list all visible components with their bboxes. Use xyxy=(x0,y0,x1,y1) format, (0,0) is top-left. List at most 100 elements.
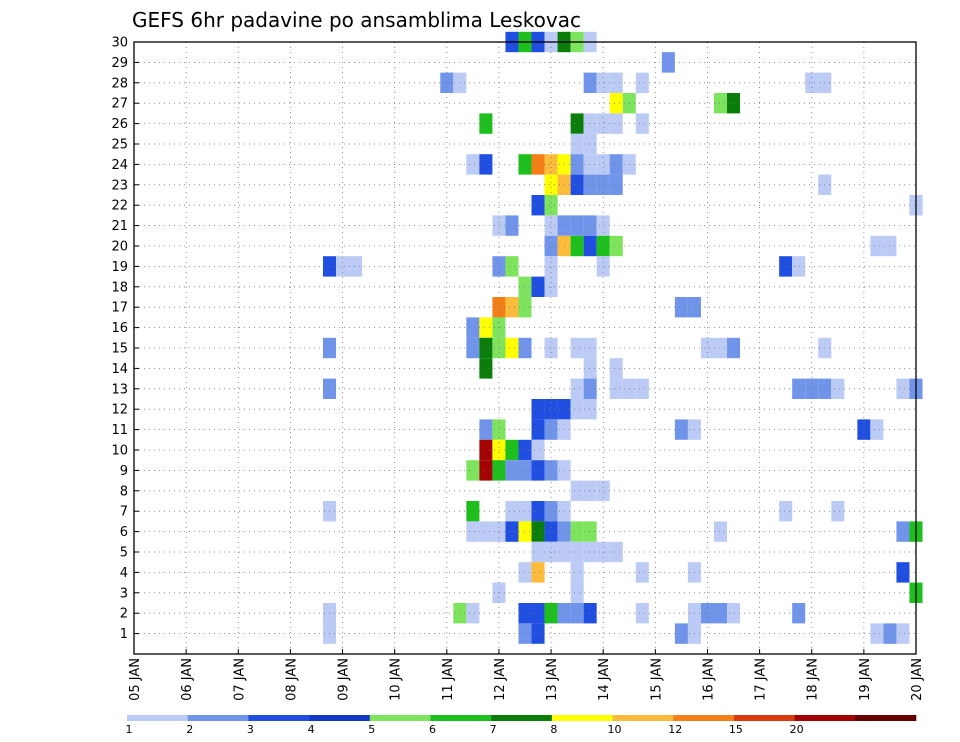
y-tick-label: 25 xyxy=(111,138,128,153)
precip-cell-m8-13-JAN-18Z xyxy=(583,480,597,501)
x-axis: 05 JAN 06 JAN 07 JAN 08 JAN 09 JAN 10 JAN 11 J… xyxy=(128,649,925,701)
precip-cell-m24-13-JAN-12Z xyxy=(570,154,584,175)
precip-cell-m17-15-JAN-12Z xyxy=(674,297,688,318)
precip-cell-m1-19-JAN-18Z xyxy=(896,623,910,644)
precip-cell-m23-13-JAN-00Z xyxy=(544,174,558,195)
precip-cell-m18-12-JAN-18Z xyxy=(531,276,545,297)
precip-cell-m13-18-JAN-00Z xyxy=(805,378,819,399)
precip-cell-m9-13-JAN-00Z xyxy=(544,460,558,481)
precip-cell-m15-16-JAN-12Z xyxy=(727,337,741,359)
precip-cell-m13-18-JAN-12Z xyxy=(831,378,845,399)
precip-cell-m12-12-JAN-18Z xyxy=(531,399,545,420)
precip-cell-m5-12-JAN-18Z xyxy=(531,541,545,563)
precip-cell-m5-13-JAN-18Z xyxy=(583,541,597,563)
precip-cell-m7-17-JAN-12Z xyxy=(779,501,793,522)
precip-cell-m10-12-JAN-00Z xyxy=(492,439,506,461)
colorbar-label: 10 xyxy=(608,723,622,736)
precip-cell-m22-13-JAN-00Z xyxy=(544,195,558,216)
precip-cell-m13-14-JAN-06Z xyxy=(609,378,623,399)
precip-cell-m9-12-JAN-00Z xyxy=(492,460,506,481)
precip-cell-m21-13-JAN-12Z xyxy=(570,215,584,236)
y-tick-label: 9 xyxy=(120,464,128,479)
precip-cell-m13-14-JAN-18Z xyxy=(635,378,649,399)
y-tick-label: 18 xyxy=(111,280,128,295)
x-tick-label: 17 JAN xyxy=(754,658,769,701)
precip-cell-m15-12-JAN-06Z xyxy=(505,337,519,359)
precip-cell-m11-13-JAN-00Z xyxy=(544,419,558,440)
precip-cell-m24-12-JAN-18Z xyxy=(531,154,545,175)
precip-cell-m26-14-JAN-00Z xyxy=(596,113,610,134)
x-tick-label: 08 JAN xyxy=(284,658,299,701)
precip-cell-m15-13-JAN-18Z xyxy=(583,337,597,359)
y-tick-label: 21 xyxy=(111,219,128,234)
precip-cell-m4-12-JAN-18Z xyxy=(531,562,545,583)
precip-cell-m2-11-JAN-12Z xyxy=(466,603,480,624)
precip-cell-m27-16-JAN-12Z xyxy=(727,93,741,114)
y-tick-label: 1 xyxy=(120,627,128,642)
x-tick-label: 05 JAN xyxy=(128,658,143,701)
precip-cell-m20-13-JAN-18Z xyxy=(583,235,597,257)
precip-cell-m28-14-JAN-06Z xyxy=(609,72,623,93)
precip-cell-m13-19-JAN-18Z xyxy=(896,378,910,399)
precip-cell-m6-13-JAN-00Z xyxy=(544,521,558,542)
precip-cell-m11-12-JAN-18Z xyxy=(531,419,545,440)
precip-cell-m14-13-JAN-18Z xyxy=(583,358,597,379)
y-tick-label: 13 xyxy=(111,382,128,397)
colorbar-swatch xyxy=(127,715,188,721)
precip-cell-m2-14-JAN-18Z xyxy=(635,603,649,624)
precip-cell-m26-14-JAN-18Z xyxy=(635,113,649,134)
precip-cell-m11-19-JAN-06Z xyxy=(870,419,884,440)
precip-cell-m21-14-JAN-00Z xyxy=(596,215,610,236)
precip-cell-m28-13-JAN-18Z xyxy=(583,72,597,93)
y-tick-label: 19 xyxy=(111,260,128,275)
precip-cell-m27-14-JAN-06Z xyxy=(609,93,623,114)
x-tick-label: 20 JAN xyxy=(910,658,925,701)
precip-cell-m19-17-JAN-18Z xyxy=(792,256,806,277)
x-tick-label: 12 JAN xyxy=(493,658,508,701)
colorbar-label: 12 xyxy=(668,723,682,736)
precip-cell-m6-16-JAN-06Z xyxy=(713,521,728,542)
y-tick-label: 24 xyxy=(111,158,128,173)
precip-cell-m11-15-JAN-12Z xyxy=(674,419,688,440)
precip-cell-m16-11-JAN-12Z xyxy=(466,317,480,338)
colorbar-swatch xyxy=(794,715,856,721)
y-tick-label: 3 xyxy=(120,586,128,601)
precip-cell-m24-11-JAN-12Z xyxy=(466,154,480,175)
precip-cell-m15-11-JAN-12Z xyxy=(466,337,480,359)
precip-cell-m23-13-JAN-18Z xyxy=(583,174,597,195)
colorbar-label: 5 xyxy=(368,723,375,736)
x-tick-label: 19 JAN xyxy=(858,658,873,701)
precip-cell-m10-11-JAN-18Z xyxy=(479,439,493,461)
colorbar-swatch xyxy=(369,715,431,721)
precip-cell-m2-13-JAN-18Z xyxy=(583,603,597,624)
precip-cell-m6-13-JAN-12Z xyxy=(570,521,584,542)
x-tick-label: 06 JAN xyxy=(180,658,195,701)
precip-cell-m6-19-JAN-18Z xyxy=(896,521,910,542)
y-tick-label: 14 xyxy=(111,362,128,377)
precip-cell-m5-13-JAN-12Z xyxy=(570,541,584,563)
precip-cell-m7-13-JAN-00Z xyxy=(544,501,558,522)
precip-cell-m25-13-JAN-12Z xyxy=(570,133,584,155)
precip-cell-m11-12-JAN-00Z xyxy=(492,419,506,440)
colorbar-label: 20 xyxy=(790,723,804,736)
colorbar-label: 3 xyxy=(247,723,254,736)
precip-cell-m24-14-JAN-06Z xyxy=(609,154,623,175)
colorbar-swatch xyxy=(187,715,249,721)
y-tick-label: 12 xyxy=(111,403,128,418)
precip-cell-m26-13-JAN-18Z xyxy=(583,113,597,134)
precip-cell-m4-13-JAN-12Z xyxy=(570,562,584,583)
y-tick-label: 20 xyxy=(111,240,128,255)
precip-cell-m7-12-JAN-18Z xyxy=(531,501,545,522)
precip-cell-m20-13-JAN-00Z xyxy=(544,235,558,257)
precip-cell-m1-15-JAN-12Z xyxy=(674,623,688,644)
y-tick-label: 16 xyxy=(111,321,128,336)
colorbar-label: 1 xyxy=(126,723,133,736)
y-tick-label: 27 xyxy=(111,97,128,112)
x-tick-label: 15 JAN xyxy=(649,658,664,701)
precip-cell-m15-16-JAN-06Z xyxy=(713,337,728,359)
precip-cell-m9-11-JAN-18Z xyxy=(479,460,493,481)
precip-cell-m3-13-JAN-12Z xyxy=(570,582,584,603)
y-tick-label: 8 xyxy=(120,484,128,499)
colorbar-swatch xyxy=(855,715,917,721)
colorbar-swatch xyxy=(612,715,674,721)
